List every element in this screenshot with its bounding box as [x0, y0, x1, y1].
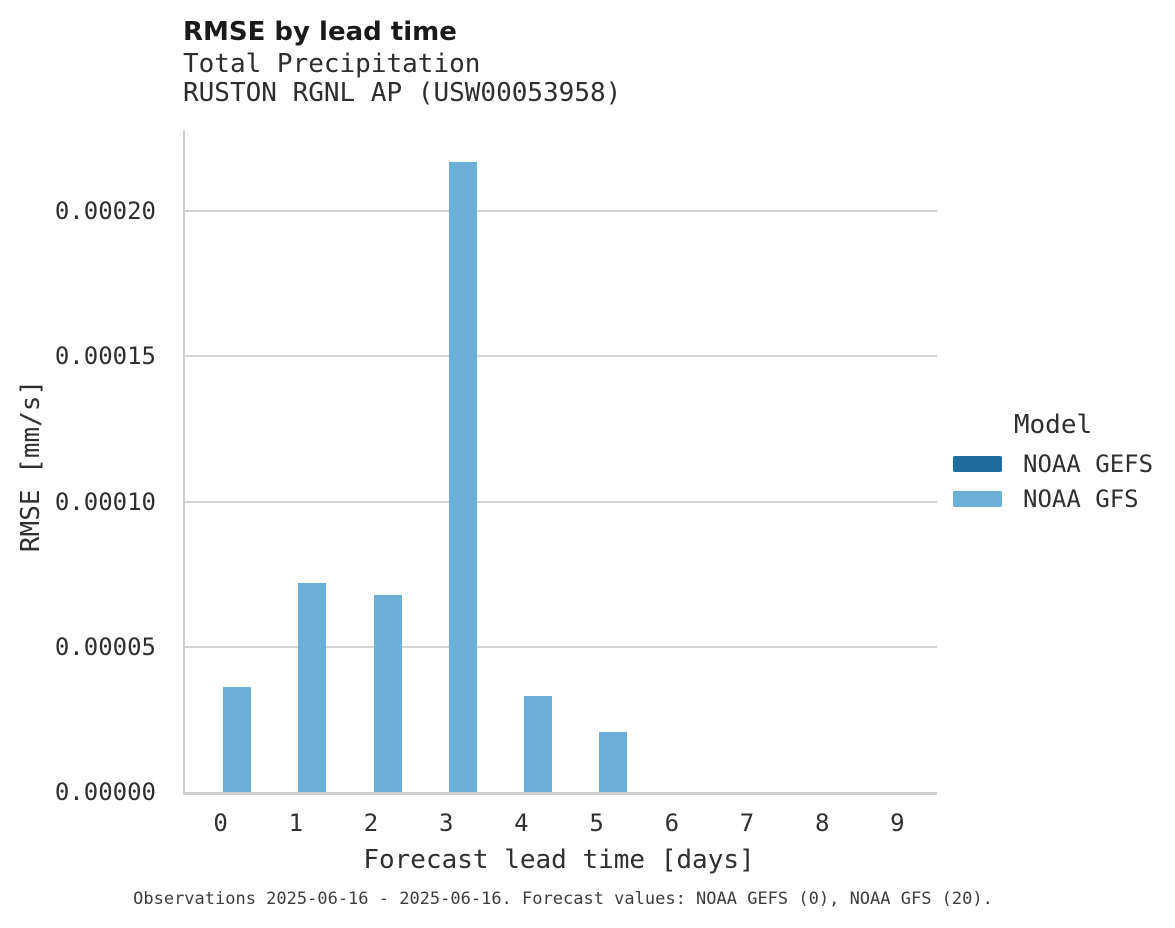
figure-caption: Observations 2025-06-16 - 2025-06-16. Fo…	[133, 889, 993, 909]
chart-subtitle: Total Precipitation RUSTON RGNL AP (USW00…	[183, 50, 621, 108]
bar-noaa-gfs-day-2	[373, 594, 402, 792]
x-tick-label-4: 4	[514, 809, 529, 837]
bar-noaa-gfs-day-0	[223, 687, 252, 792]
gridline-0.00015	[185, 355, 937, 358]
bar-noaa-gfs-day-3	[448, 161, 477, 792]
y-tick-label: 0.00005	[54, 632, 156, 661]
x-tick-label-7: 7	[739, 809, 755, 837]
bar-noaa-gfs-day-1	[298, 582, 327, 792]
plot-area	[183, 130, 937, 795]
gridline-0.00020	[185, 210, 937, 213]
gridline-0.00005	[185, 645, 937, 648]
legend-label-noaa-gefs: NOAA GEFS	[1023, 450, 1154, 478]
legend: Model NOAA GEFS NOAA GFS	[953, 410, 1163, 521]
legend-title: Model	[1013, 410, 1093, 440]
x-tick-label-2: 2	[363, 809, 379, 837]
legend-entry-noaa-gfs: NOAA GFS	[953, 485, 1163, 513]
x-tick-label-0: 0	[213, 809, 228, 837]
x-tick-label-5: 5	[589, 809, 604, 837]
x-tick-label-9: 9	[890, 809, 905, 837]
legend-entry-noaa-gefs: NOAA GEFS	[953, 450, 1163, 478]
noaa-gfs-swatch-icon	[953, 491, 1002, 507]
y-tick-label: 0.00000	[54, 778, 156, 806]
chart-title: RMSE by lead time	[183, 17, 457, 47]
legend-label-noaa-gfs: NOAA GFS	[1023, 485, 1139, 513]
noaa-gefs-swatch-icon	[953, 456, 1002, 472]
x-axis-title: Forecast lead time [days]	[363, 845, 755, 875]
x-tick-label-8: 8	[814, 809, 830, 837]
x-tick-label-6: 6	[664, 809, 680, 837]
gridline-0.00010	[185, 500, 937, 503]
subtitle-station: RUSTON RGNL AP (USW00053958)	[183, 78, 622, 108]
x-tick-label-1: 1	[288, 809, 304, 837]
y-tick-label: 0.00010	[54, 487, 156, 516]
bar-noaa-gfs-day-5	[599, 732, 628, 792]
bar-noaa-gfs-day-4	[523, 696, 552, 792]
subtitle-variable: Total Precipitation	[183, 49, 481, 79]
x-tick-label-3: 3	[438, 809, 454, 837]
y-tick-label: 0.00015	[54, 342, 156, 371]
y-tick-label: 0.00020	[54, 197, 156, 226]
